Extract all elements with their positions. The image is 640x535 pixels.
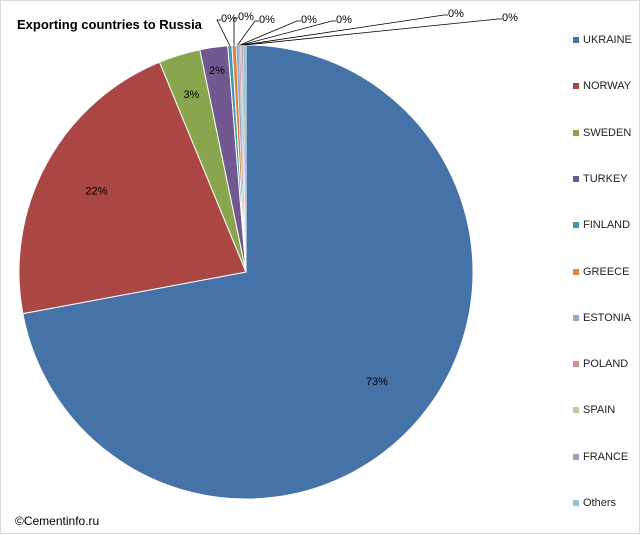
leader-line-poland: [239, 20, 301, 46]
legend-label: FINLAND: [583, 219, 631, 232]
leader-line-estonia: [237, 20, 259, 46]
legend-label: FRANCE: [583, 450, 629, 463]
legend-swatch-poland: [573, 361, 579, 368]
legend-label: SPAIN: [583, 404, 616, 417]
legend-item-estonia: ESTONIA: [573, 311, 631, 325]
legend-item-spain: SPAIN: [573, 403, 615, 417]
data-label-norway: 22%: [85, 186, 107, 198]
legend-item-sweden: SWEDEN: [573, 126, 631, 140]
legend-swatch-ukraine: [573, 37, 579, 43]
legend-item-france: FRANCE: [573, 450, 628, 464]
legend-label: POLAND: [583, 358, 629, 371]
data-label-spain: 0%: [336, 14, 352, 26]
legend-label: NORWAY: [583, 80, 632, 93]
legend-swatch-greece: [573, 268, 579, 275]
legend-label: ESTONIA: [583, 311, 632, 324]
leader-line-finland: [216, 19, 231, 46]
legend-item-norway: NORWAY: [573, 79, 631, 93]
legend-item-others: Others: [573, 496, 616, 510]
leader-line-france: [242, 14, 448, 46]
legend-label: SWEDEN: [583, 126, 632, 139]
legend-swatch-finland: [573, 222, 579, 229]
pie-slice-ukraine: [22, 44, 474, 500]
legend-swatch-turkey: [573, 175, 579, 182]
data-label-finland: 0%: [221, 13, 237, 25]
legend-swatch-spain: [573, 407, 579, 414]
legend-swatch-sweden: [573, 129, 579, 136]
data-label-poland: 0%: [301, 14, 317, 26]
legend-label: UKRAINE: [583, 34, 632, 46]
legend-item-ukraine: UKRAINE: [573, 33, 632, 47]
data-label-estonia: 0%: [259, 14, 275, 26]
legend-label: Others: [583, 497, 617, 509]
legend-item-turkey: TURKEY: [573, 172, 628, 186]
legend-label: TURKEY: [583, 172, 628, 185]
data-label-france: 0%: [448, 8, 464, 20]
source-credit: ©Cementinfo.ru: [15, 514, 100, 528]
leader-line-greece: [233, 17, 238, 46]
data-label-others: 0%: [502, 12, 518, 24]
legend-item-finland: FINLAND: [573, 218, 630, 232]
legend-swatch-others: [573, 500, 579, 506]
chart-title: Exporting countries to Russia: [17, 17, 202, 32]
legend-swatch-norway: [573, 83, 579, 90]
leader-line-spain: [240, 20, 336, 46]
data-label-turkey: 2%: [209, 65, 225, 77]
legend-label: GREECE: [583, 265, 630, 278]
legend-item-greece: GREECE: [573, 265, 629, 279]
legend-swatch-france: [573, 453, 579, 460]
leader-line-others: [244, 18, 502, 46]
data-label-greece: 0%: [238, 11, 254, 23]
pie-slice-norway: [18, 61, 247, 315]
data-label-sweden: 3%: [183, 89, 199, 101]
data-label-ukraine: 73%: [366, 376, 388, 388]
legend-swatch-estonia: [573, 314, 579, 321]
legend-item-poland: POLAND: [573, 357, 628, 371]
